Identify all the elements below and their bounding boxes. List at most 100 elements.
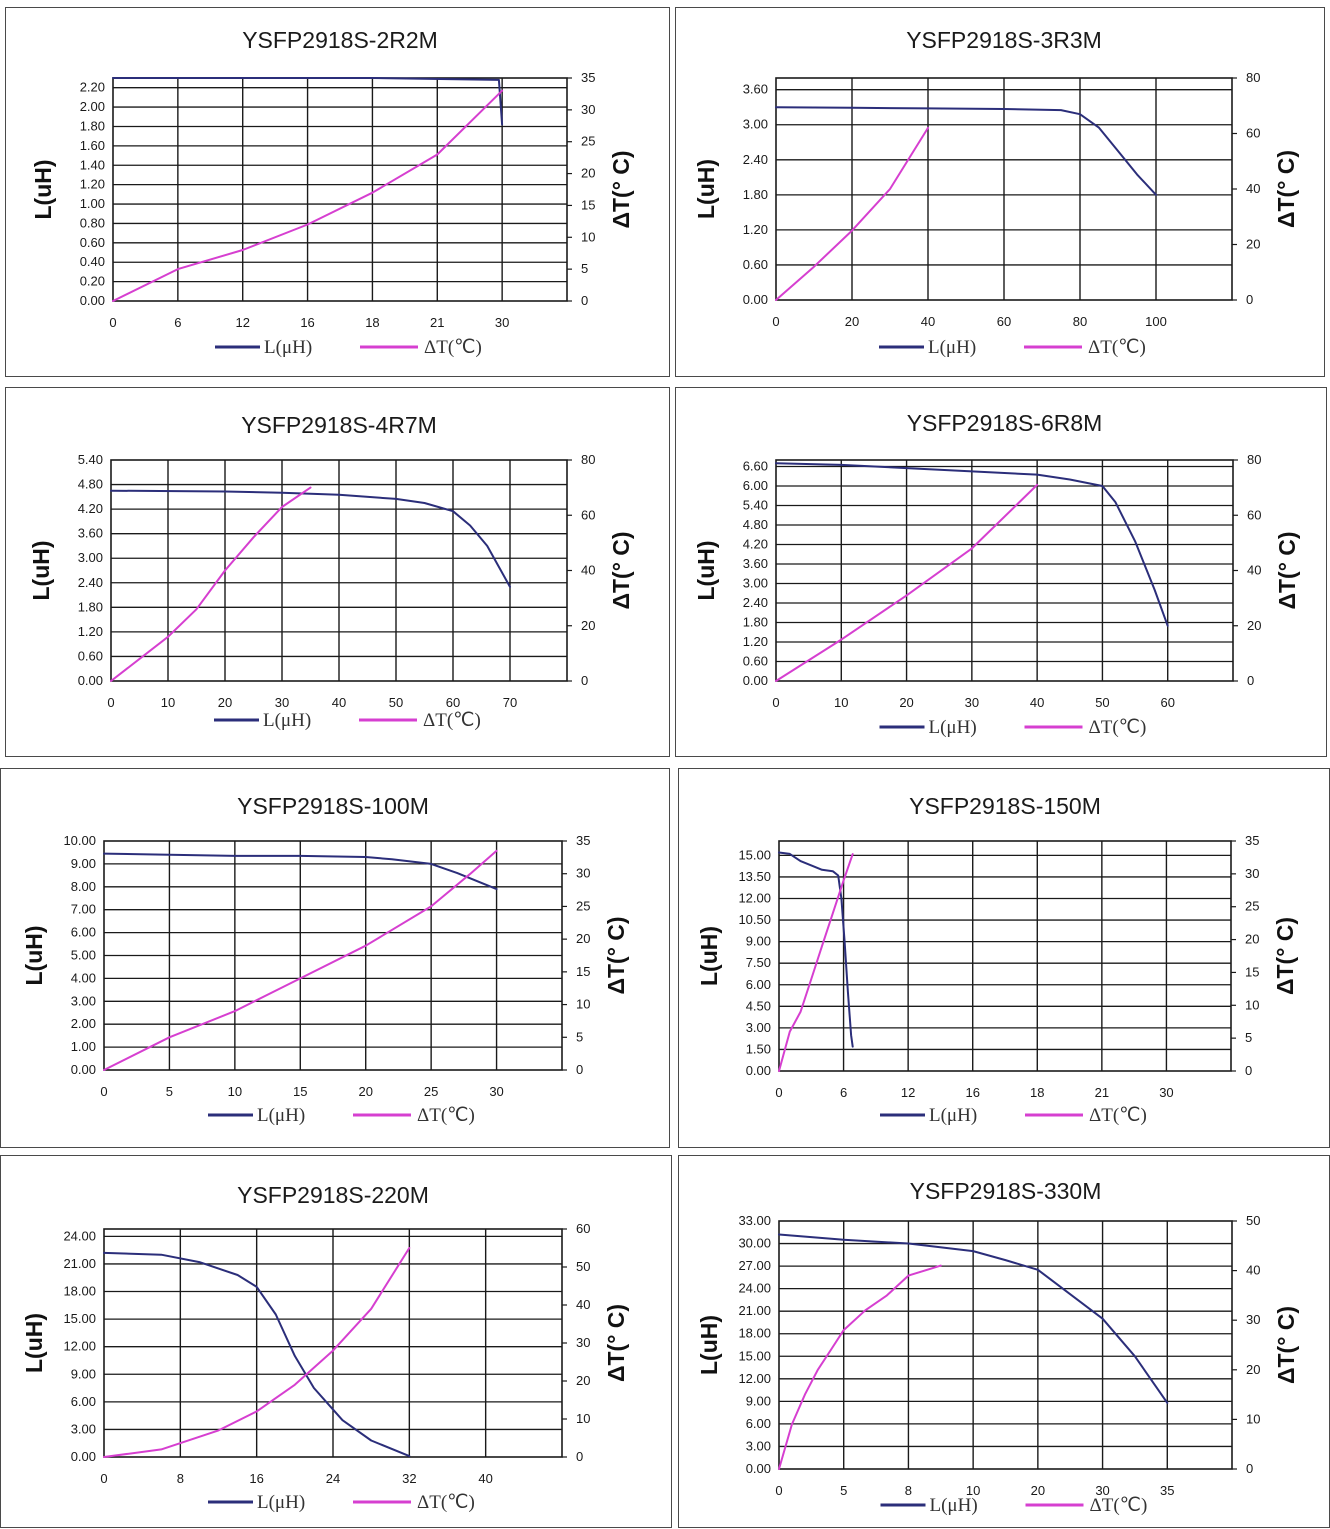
y2-tick-label: 5 <box>576 1029 583 1044</box>
x-tick-label: 20 <box>899 695 913 710</box>
y2-tick-label: 20 <box>581 166 595 181</box>
y-tick-label: 3.00 <box>78 550 103 565</box>
x-tick-label: 20 <box>218 695 232 710</box>
legend-label-inductance: L(μH) <box>263 710 311 731</box>
y-axis-label: L(uH) <box>30 159 56 219</box>
y-tick-label: 6.60 <box>743 459 768 474</box>
x-tick-label: 25 <box>424 1084 438 1099</box>
y2-tick-label: 60 <box>1246 126 1260 141</box>
y-axis-label: L(uH) <box>28 540 54 600</box>
chart-panel: 0.00 0.60 1.20 1.80 2.40 3.00 3.60 4.20 4.80 5.40… <box>675 387 1327 757</box>
series-line-inductance <box>112 77 504 126</box>
y-tick-label: 12.00 <box>63 1339 96 1354</box>
y2-tick-label: 50 <box>1246 1213 1260 1228</box>
y2-tick-label: 0 <box>581 673 588 688</box>
plot-area <box>775 459 1234 682</box>
y2-tick-label: 10 <box>1245 997 1259 1012</box>
y-tick-label: 1.20 <box>743 634 768 649</box>
y2-tick-label: 20 <box>1246 1362 1260 1377</box>
y-tick-label: 2.40 <box>78 575 103 590</box>
series-line-inductance <box>775 106 1157 196</box>
y-tick-label: 0.60 <box>743 654 768 669</box>
x-tick-label: 12 <box>901 1085 915 1100</box>
x-tick-label: 21 <box>1095 1085 1109 1100</box>
chart-panel: 0.00 0.20 0.40 0.60 0.80 1.00 1.20 1.40 1.60 1.80… <box>5 7 670 377</box>
legend-label-inductance: L(μH) <box>257 1105 305 1126</box>
y2-tick-label: 60 <box>576 1221 590 1236</box>
series-line-inductance <box>775 462 1169 627</box>
y-tick-label: 0.80 <box>80 215 105 230</box>
y-tick-label: 9.00 <box>71 856 96 871</box>
y-axis-label: L(uH) <box>693 159 719 219</box>
y-tick-label: 18.00 <box>63 1284 96 1299</box>
y2-axis-label: ΔT(° C) <box>603 1304 629 1382</box>
y2-tick-label: 25 <box>576 898 590 913</box>
y2-tick-label: 25 <box>581 134 595 149</box>
y-tick-label: 1.80 <box>78 599 103 614</box>
legend-label-inductance: L(μH) <box>930 1495 978 1516</box>
y-tick-label: 30.00 <box>738 1236 771 1251</box>
x-tick-label: 0 <box>775 1085 782 1100</box>
y2-axis-label: ΔT(° C) <box>1274 531 1300 609</box>
x-tick-label: 10 <box>228 1084 242 1099</box>
y-tick-label: 0.20 <box>80 274 105 289</box>
chart-panel: 0.00 0.60 1.20 1.80 2.40 3.00 3.60 0 20 40 60 80 0 20… <box>675 7 1325 377</box>
y2-tick-label: 0 <box>1245 1063 1252 1078</box>
y2-tick-label: 40 <box>576 1297 590 1312</box>
y-tick-label: 2.40 <box>743 595 768 610</box>
chart-title: YSFP2918S-220M <box>237 1182 429 1208</box>
chart-svg: 0.00 1.00 2.00 3.00 4.00 5.00 6.00 7.00 8.00 9.00… <box>21 793 629 1126</box>
y2-tick-label: 20 <box>1247 618 1261 633</box>
y-tick-label: 15.00 <box>738 847 771 862</box>
y-tick-label: 0.00 <box>746 1063 771 1078</box>
y2-tick-label: 40 <box>1246 181 1260 196</box>
y-axis-label: L(uH) <box>696 926 722 986</box>
chart-svg: 0.00 0.20 0.40 0.60 0.80 1.00 1.20 1.40 1.60 1.80… <box>30 27 634 358</box>
chart-svg: 0.00 3.00 6.00 9.00 12.00 15.00 18.00 21.00 24.0… <box>21 1182 629 1513</box>
y2-tick-label: 0 <box>576 1449 583 1464</box>
y-tick-label: 9.00 <box>71 1366 96 1381</box>
y2-tick-label: 30 <box>581 102 595 117</box>
x-tick-label: 20 <box>845 314 859 329</box>
y2-tick-label: 30 <box>576 1335 590 1350</box>
x-tick-label: 8 <box>905 1483 912 1498</box>
y2-tick-label: 0 <box>576 1062 583 1077</box>
x-tick-label: 20 <box>358 1084 372 1099</box>
y2-axis-label: ΔT(° C) <box>608 531 634 609</box>
legend-label-inductance: L(μH) <box>257 1492 305 1513</box>
y2-tick-label: 30 <box>1246 1312 1260 1327</box>
x-tick-label: 30 <box>965 695 979 710</box>
y-tick-label: 4.50 <box>746 998 771 1013</box>
plot-area <box>778 840 1232 1072</box>
y-tick-label: 1.50 <box>746 1041 771 1056</box>
y-axis-label: L(uH) <box>21 925 47 985</box>
y-tick-label: 3.60 <box>743 556 768 571</box>
y2-tick-label: 0 <box>581 293 588 308</box>
y-tick-label: 8.00 <box>71 879 96 894</box>
series-line-temperature <box>778 1264 942 1470</box>
y2-tick-label: 50 <box>576 1259 590 1274</box>
y2-tick-label: 20 <box>576 931 590 946</box>
chart-svg: 0.00 0.60 1.20 1.80 2.40 3.00 3.60 4.20 4.80 5.40… <box>693 410 1300 738</box>
y-tick-label: 2.40 <box>743 152 768 167</box>
y-tick-label: 21.00 <box>738 1303 771 1318</box>
y-tick-label: 2.00 <box>80 99 105 114</box>
y-tick-label: 6.00 <box>743 478 768 493</box>
series-line-temperature <box>103 849 498 1071</box>
y2-tick-label: 5 <box>1245 1030 1252 1045</box>
series-line-temperature <box>775 483 1039 682</box>
y-tick-label: 5.00 <box>71 948 96 963</box>
y2-tick-label: 40 <box>1246 1263 1260 1278</box>
y-tick-label: 0.60 <box>743 257 768 272</box>
x-tick-label: 10 <box>834 695 848 710</box>
y-tick-label: 1.20 <box>743 222 768 237</box>
x-tick-label: 40 <box>921 314 935 329</box>
y-tick-label: 9.00 <box>746 934 771 949</box>
y-tick-label: 5.40 <box>78 452 103 467</box>
y-axis-label: L(uH) <box>696 1315 722 1375</box>
y-tick-label: 4.20 <box>78 501 103 516</box>
legend-label-inductance: L(μH) <box>928 337 976 358</box>
y-tick-label: 1.20 <box>78 624 103 639</box>
x-tick-label: 40 <box>1030 695 1044 710</box>
y-tick-label: 18.00 <box>738 1326 771 1341</box>
